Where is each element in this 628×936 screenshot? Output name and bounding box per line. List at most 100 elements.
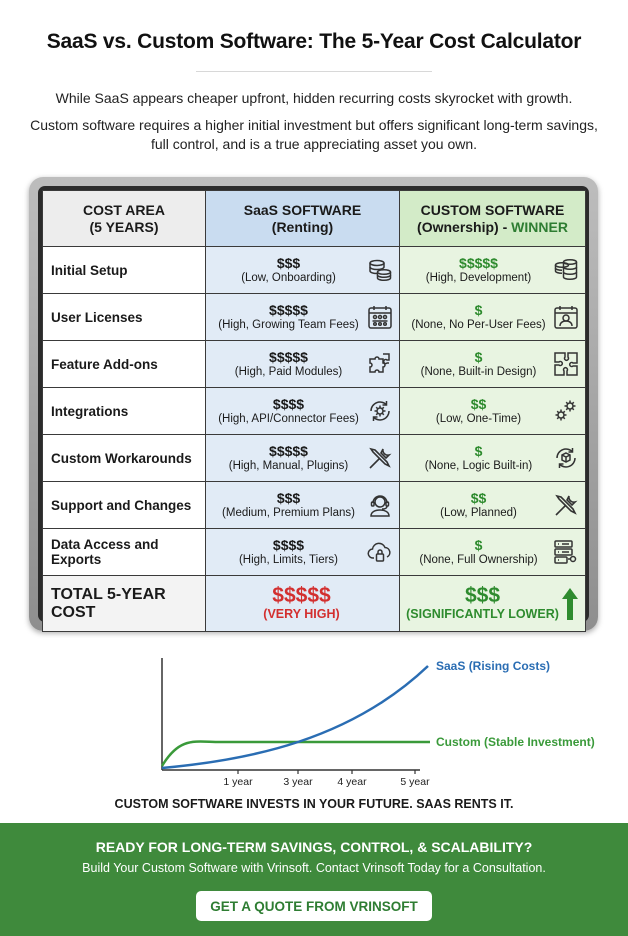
team-calendar-icon bbox=[368, 306, 392, 329]
gears-icon bbox=[555, 400, 576, 421]
table-row: Support and Changes $$$ (Medium, Premium … bbox=[42, 481, 586, 529]
custom-cell: $$ (Low, One-Time) bbox=[399, 387, 586, 435]
row-area-label: Feature Add-ons bbox=[42, 340, 206, 388]
table-row: Initial Setup $$$ (Low, Onboarding) $$$$$… bbox=[42, 246, 586, 294]
table-row: Data Access and Exports $$$$ (High, Limit… bbox=[42, 528, 586, 576]
x-tick-label: 3 year bbox=[283, 776, 313, 788]
coins-icon bbox=[554, 258, 578, 281]
custom-note: (None, Built-in Design) bbox=[420, 366, 537, 378]
x-tick-label: 4 year bbox=[337, 776, 367, 788]
custom-cost-line bbox=[160, 740, 430, 767]
saas-cell: $$$$$ (High, Manual, Plugins) bbox=[205, 434, 400, 482]
x-tick-label: 1 year bbox=[223, 776, 253, 788]
page-title: SaaS vs. Custom Software: The 5-Year Cos… bbox=[46, 30, 582, 53]
saas-cell: $$$ (Low, Onboarding) bbox=[205, 246, 400, 294]
custom-cost: $ bbox=[474, 302, 483, 318]
custom-line-label: Custom (Stable Investment) bbox=[436, 735, 595, 749]
row-area-label: Custom Workarounds bbox=[42, 434, 206, 482]
saas-note: (High, Paid Modules) bbox=[234, 366, 343, 378]
saas-total-cell: $$$$$ (VERY HIGH) bbox=[205, 575, 400, 632]
header-cost-area-line2: (5 YEARS) bbox=[89, 218, 159, 235]
gear-cycle-icon bbox=[370, 401, 390, 421]
saas-cost: $$$ bbox=[276, 490, 301, 506]
saas-note: (Low, Onboarding) bbox=[241, 272, 336, 284]
puzzle-icon bbox=[369, 353, 390, 373]
saas-cell: $$$$ (High, Limits, Tiers) bbox=[205, 528, 400, 576]
custom-cell: $ (None, Full Ownership) bbox=[399, 528, 586, 576]
saas-note: (High, Manual, Plugins) bbox=[228, 460, 349, 472]
header-cost-area-line1: COST AREA bbox=[83, 201, 165, 218]
saas-cost: $$$$ bbox=[272, 537, 305, 553]
intro-line-2: Custom software requires a higher initia… bbox=[30, 117, 598, 152]
row-area-label: Integrations bbox=[42, 387, 206, 435]
up-arrow-icon bbox=[562, 587, 578, 620]
total-label: TOTAL 5-YEAR COST bbox=[42, 575, 206, 632]
title-divider bbox=[196, 71, 432, 72]
custom-cost: $$ bbox=[470, 396, 487, 412]
header-custom-line2: (Ownership) - WINNER bbox=[400, 219, 585, 236]
saas-cost: $$$$$ bbox=[269, 443, 308, 459]
row-area-label: Data Access and Exports bbox=[42, 528, 206, 576]
header-custom: CUSTOM SOFTWARE (Ownership) - WINNER bbox=[399, 190, 586, 247]
table-row: Custom Workarounds $$$$$ (High, Manual, P… bbox=[42, 434, 586, 482]
saas-note: (High, Growing Team Fees) bbox=[218, 319, 359, 331]
headset-icon bbox=[370, 495, 390, 517]
custom-note: (None, Full Ownership) bbox=[419, 554, 538, 566]
table-row: User Licenses $$$$$ (High, Growing Team F… bbox=[42, 293, 586, 341]
cost-over-time-graph: 1 year 3 year 4 year 5 year SaaS (Rising… bbox=[160, 658, 595, 788]
custom-cell: $$ (Low, Planned) bbox=[399, 481, 586, 529]
custom-cell: $ (None, Logic Built-in) bbox=[399, 434, 586, 482]
table-header-row: COST AREA (5 YEARS) SaaS SOFTWARE (Renti… bbox=[42, 190, 586, 247]
saas-total-cost: $$$$$ bbox=[272, 584, 331, 607]
custom-cost: $ bbox=[474, 443, 483, 459]
puzzle-icon bbox=[554, 352, 578, 376]
custom-note: (High, Development) bbox=[425, 272, 532, 284]
header-saas-line2: (Renting) bbox=[271, 218, 334, 235]
row-area-label: Support and Changes bbox=[42, 481, 206, 529]
header-saas-line1: SaaS SOFTWARE bbox=[243, 201, 362, 218]
saas-cost-line bbox=[161, 665, 429, 770]
winner-label: WINNER bbox=[511, 218, 568, 235]
table-row: Feature Add-ons $$$$$ (High, Paid Modules… bbox=[42, 340, 586, 388]
custom-cost: $$$$$ bbox=[459, 255, 498, 271]
cost-table-frame: COST AREA (5 YEARS) SaaS SOFTWARE (Renti… bbox=[29, 177, 598, 632]
x-tick-label: 5 year bbox=[400, 776, 430, 788]
custom-total-cell: $$$ (SIGNIFICANTLY LOWER) bbox=[399, 575, 586, 632]
saas-cell: $$$$ (High, API/Connector Fees) bbox=[205, 387, 400, 435]
server-key-icon bbox=[554, 540, 577, 564]
tools-icon bbox=[555, 494, 578, 516]
saas-line-label: SaaS (Rising Costs) bbox=[436, 659, 550, 673]
saas-cost: $$$$$ bbox=[269, 302, 308, 318]
saas-cell: $$$ (Medium, Premium Plans) bbox=[205, 481, 400, 529]
get-quote-button[interactable]: GET A QUOTE FROM VRINSOFT bbox=[196, 891, 432, 921]
custom-note: (None, No Per-User Fees) bbox=[411, 319, 546, 331]
tools-icon bbox=[369, 447, 392, 469]
cloud-lock-icon bbox=[367, 542, 391, 562]
saas-total-note: (VERY HIGH) bbox=[263, 607, 340, 621]
cta-subline: Build Your Custom Software with Vrinsoft… bbox=[82, 861, 546, 875]
header-custom-ownership: (Ownership) - bbox=[417, 218, 512, 235]
total-row: TOTAL 5-YEAR COST $$$$$ (VERY HIGH) $$$ (S… bbox=[42, 575, 586, 632]
custom-note: (Low, Planned) bbox=[440, 507, 517, 519]
saas-note: (High, Limits, Tiers) bbox=[238, 554, 339, 566]
custom-total-note: (SIGNIFICANTLY LOWER) bbox=[406, 607, 559, 621]
custom-cell: $$$$$ (High, Development) bbox=[399, 246, 586, 294]
saas-cost: $$$$$ bbox=[269, 349, 308, 365]
saas-cost: $$$ bbox=[276, 255, 301, 271]
row-area-label: Initial Setup bbox=[42, 246, 206, 294]
custom-cost: $ bbox=[474, 537, 483, 553]
custom-total-cost: $$$ bbox=[464, 584, 501, 607]
custom-cell: $ (None, Built-in Design) bbox=[399, 340, 586, 388]
intro-line-1: While SaaS appears cheaper upfront, hidd… bbox=[55, 90, 573, 106]
custom-note: (None, Logic Built-in) bbox=[424, 460, 533, 472]
cube-cycle-icon bbox=[556, 448, 576, 468]
graph-caption: CUSTOM SOFTWARE INVESTS IN YOUR FUTURE. … bbox=[114, 797, 514, 811]
header-saas: SaaS SOFTWARE (Renting) bbox=[205, 190, 400, 247]
saas-note: (Medium, Premium Plans) bbox=[222, 507, 355, 519]
user-calendar-icon bbox=[554, 306, 578, 329]
cost-comparison-table: COST AREA (5 YEARS) SaaS SOFTWARE (Renti… bbox=[42, 190, 586, 632]
saas-cell: $$$$$ (High, Growing Team Fees) bbox=[205, 293, 400, 341]
custom-cost: $$ bbox=[470, 490, 487, 506]
coins-icon bbox=[369, 259, 392, 282]
header-custom-line1: CUSTOM SOFTWARE bbox=[420, 201, 565, 218]
